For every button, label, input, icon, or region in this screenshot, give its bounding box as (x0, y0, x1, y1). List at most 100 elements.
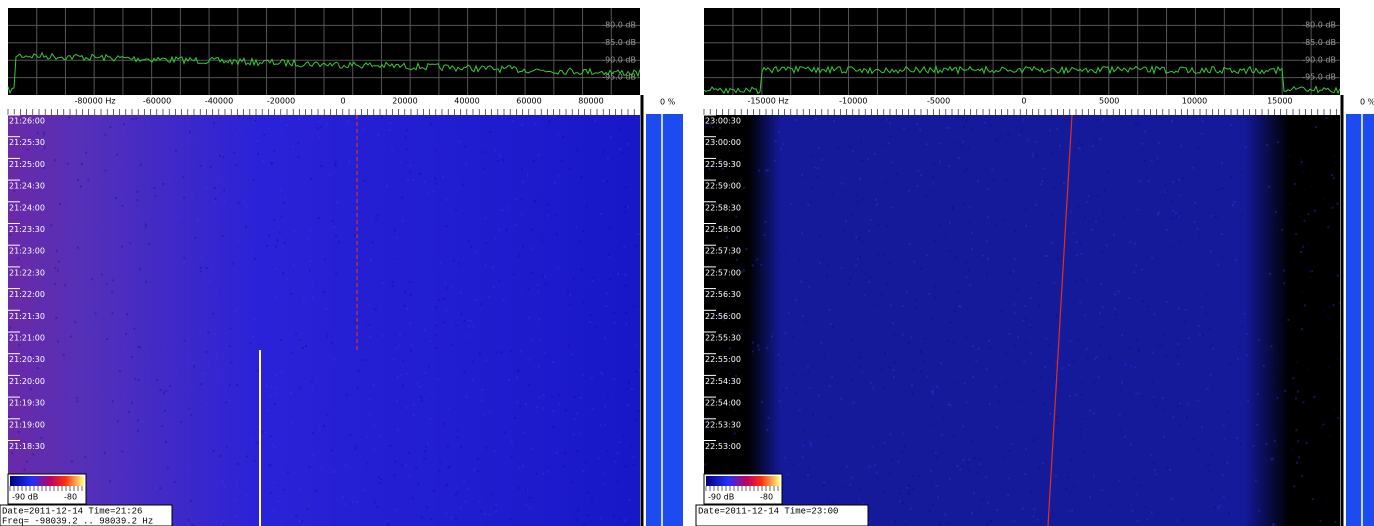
waterfall-noise (576, 450, 578, 452)
waterfall-noise (1284, 431, 1286, 433)
waterfall-noise (1066, 488, 1068, 490)
waterfall-noise (1101, 489, 1103, 491)
waterfall-noise (607, 157, 609, 159)
waterfall-noise (494, 507, 496, 509)
waterfall-noise (238, 115, 240, 117)
waterfall-noise (59, 347, 61, 349)
waterfall-noise (17, 454, 19, 456)
waterfall-noise (1243, 313, 1245, 315)
waterfall-noise (877, 224, 879, 226)
waterfall-noise (859, 255, 861, 257)
waterfall-noise (1176, 216, 1178, 218)
waterfall-noise (478, 501, 480, 503)
waterfall-noise (204, 372, 206, 374)
waterfall-noise (778, 157, 780, 159)
waterfall-noise (396, 236, 398, 238)
waterfall-noise (888, 366, 890, 368)
waterfall-noise (574, 418, 576, 420)
waterfall-noise (409, 171, 411, 173)
time-label: 22:57:00 (705, 268, 741, 277)
waterfall-noise (1223, 439, 1225, 441)
waterfall-noise (625, 285, 627, 287)
waterfall-noise (859, 365, 861, 367)
waterfall-noise (1137, 519, 1139, 521)
waterfall-noise (1264, 460, 1266, 462)
waterfall-noise (1211, 489, 1213, 491)
waterfall-noise (923, 361, 925, 363)
waterfall-noise (625, 186, 627, 188)
waterfall-noise (455, 325, 457, 327)
waterfall-noise (516, 401, 518, 403)
waterfall-noise (237, 463, 239, 465)
waterfall-noise (729, 373, 731, 375)
waterfall-noise (1305, 442, 1307, 444)
waterfall-noise (106, 283, 108, 285)
waterfall-noise (1155, 473, 1157, 475)
waterfall-noise (863, 294, 865, 296)
waterfall-noise (274, 403, 276, 405)
waterfall-noise (71, 460, 73, 462)
waterfall-noise (1291, 449, 1293, 451)
waterfall-noise (315, 490, 317, 492)
waterfall-noise (931, 317, 933, 319)
waterfall-noise (756, 258, 758, 260)
waterfall-noise (971, 232, 973, 234)
waterfall-noise (32, 453, 34, 455)
waterfall-noise (809, 201, 811, 203)
waterfall-noise (210, 166, 212, 168)
waterfall-noise (228, 400, 230, 402)
waterfall-noise (932, 504, 934, 506)
waterfall-noise (86, 311, 88, 313)
time-label: 22:59:30 (705, 160, 741, 169)
waterfall-noise (252, 336, 254, 338)
waterfall-noise (1153, 396, 1155, 398)
waterfall-noise (219, 155, 221, 157)
waterfall-noise (225, 401, 227, 403)
waterfall-noise (1306, 368, 1308, 370)
waterfall-noise (1180, 425, 1182, 427)
waterfall-noise (741, 308, 743, 310)
waterfall-noise (1135, 122, 1137, 124)
waterfall-noise (1125, 351, 1127, 353)
waterfall-noise (88, 324, 90, 326)
waterfall-noise (968, 269, 970, 271)
waterfall-noise (999, 384, 1001, 386)
db-label: -90.0 dB (1302, 55, 1336, 64)
waterfall-noise (961, 145, 963, 147)
waterfall-noise (918, 475, 920, 477)
waterfall-noise (206, 188, 208, 190)
status-text: Date=2011-12-14 Time=21:26 (2, 506, 142, 516)
waterfall-noise (481, 389, 483, 391)
waterfall-noise (1008, 477, 1010, 479)
waterfall-noise (557, 133, 559, 135)
waterfall-noise (58, 261, 60, 263)
waterfall-noise (924, 338, 926, 340)
waterfall-noise (1222, 187, 1224, 189)
waterfall-noise (628, 382, 630, 384)
waterfall-noise (1226, 411, 1228, 413)
waterfall-noise (377, 134, 379, 136)
waterfall-noise (1329, 436, 1331, 438)
waterfall-noise (196, 138, 198, 140)
waterfall-noise (607, 450, 609, 452)
waterfall-noise (399, 334, 401, 336)
waterfall-noise (16, 371, 18, 373)
waterfall-noise (851, 214, 853, 216)
waterfall-noise (569, 168, 571, 170)
waterfall-noise (108, 288, 110, 290)
waterfall-noise (1045, 337, 1047, 339)
waterfall-noise (758, 349, 760, 351)
waterfall-noise (252, 443, 254, 445)
waterfall-noise (1014, 230, 1016, 232)
waterfall-noise (877, 477, 879, 479)
waterfall-noise (102, 396, 104, 398)
waterfall-noise (1099, 343, 1101, 345)
waterfall-noise (148, 357, 150, 359)
waterfall-noise (604, 406, 606, 408)
waterfall-noise (600, 213, 602, 215)
waterfall-noise (275, 296, 277, 298)
waterfall-noise (464, 320, 466, 322)
waterfall-noise (273, 219, 275, 221)
waterfall-noise (823, 258, 825, 260)
waterfall-noise (257, 370, 259, 372)
